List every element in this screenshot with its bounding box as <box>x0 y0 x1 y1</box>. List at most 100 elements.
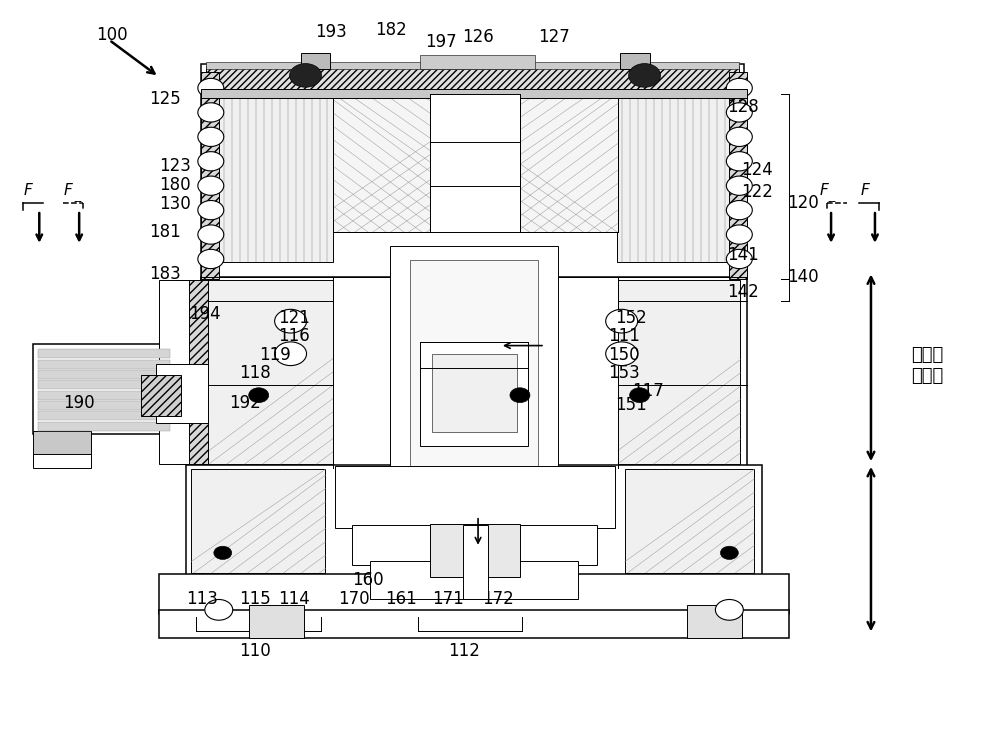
Circle shape <box>726 225 752 244</box>
Text: 193: 193 <box>316 24 347 42</box>
Bar <box>249 605 304 638</box>
Circle shape <box>715 600 743 620</box>
Bar <box>370 561 578 600</box>
Bar <box>38 412 170 421</box>
Text: F: F <box>861 183 870 198</box>
Text: 118: 118 <box>239 364 270 382</box>
Text: 123: 123 <box>159 157 191 175</box>
Text: 192: 192 <box>229 394 261 412</box>
Text: F: F <box>63 183 72 198</box>
Bar <box>33 455 91 468</box>
Text: 121: 121 <box>279 309 310 327</box>
Circle shape <box>198 152 224 171</box>
Text: 190: 190 <box>63 394 95 412</box>
Text: 112: 112 <box>448 642 480 661</box>
Text: 119: 119 <box>259 346 290 364</box>
Bar <box>38 380 170 389</box>
Text: 180: 180 <box>159 176 191 194</box>
Bar <box>206 66 739 94</box>
Text: 172: 172 <box>482 591 514 609</box>
Text: --: -- <box>827 195 836 208</box>
Circle shape <box>290 64 321 87</box>
Circle shape <box>606 309 638 333</box>
Circle shape <box>198 201 224 220</box>
Text: 130: 130 <box>159 195 191 213</box>
Bar <box>38 370 170 379</box>
Bar <box>420 342 528 446</box>
Circle shape <box>214 546 232 559</box>
Text: --: -- <box>73 195 82 208</box>
Text: 124: 124 <box>741 161 773 179</box>
Bar <box>33 431 91 459</box>
Bar <box>333 94 618 233</box>
Bar <box>620 53 650 70</box>
Circle shape <box>198 176 224 195</box>
Text: 126: 126 <box>462 28 494 46</box>
Bar <box>432 354 517 432</box>
Text: 120: 120 <box>787 194 819 212</box>
Bar <box>201 276 747 468</box>
Text: 125: 125 <box>149 90 181 108</box>
Circle shape <box>726 103 752 122</box>
Bar <box>201 88 747 97</box>
Text: F: F <box>819 183 828 198</box>
Bar <box>390 246 558 497</box>
Circle shape <box>198 225 224 244</box>
Text: 127: 127 <box>538 28 570 46</box>
Text: 151: 151 <box>615 396 646 414</box>
Bar <box>430 94 520 233</box>
Bar <box>687 605 742 638</box>
Bar <box>159 280 189 464</box>
Bar <box>617 95 731 262</box>
Text: 113: 113 <box>186 591 218 609</box>
Text: 114: 114 <box>279 591 310 609</box>
Bar <box>410 261 538 482</box>
Bar <box>618 280 740 464</box>
Circle shape <box>275 309 307 333</box>
Bar <box>420 55 535 70</box>
Bar <box>335 466 615 528</box>
Circle shape <box>630 388 650 403</box>
Circle shape <box>726 176 752 195</box>
Circle shape <box>629 64 661 87</box>
Text: 194: 194 <box>189 305 220 322</box>
Bar <box>156 364 208 424</box>
Text: 100: 100 <box>96 26 128 44</box>
Text: 152: 152 <box>615 309 646 327</box>
Text: 161: 161 <box>385 591 417 609</box>
Text: 141: 141 <box>727 245 759 264</box>
Bar <box>201 72 219 279</box>
Text: 150: 150 <box>608 346 639 364</box>
Bar <box>38 391 170 400</box>
Bar <box>186 465 762 577</box>
Text: 142: 142 <box>727 282 759 301</box>
Bar <box>206 280 333 464</box>
Text: 181: 181 <box>149 224 181 241</box>
Circle shape <box>726 201 752 220</box>
Bar <box>38 401 170 410</box>
Text: 197: 197 <box>425 33 457 51</box>
Text: 117: 117 <box>632 382 663 400</box>
Circle shape <box>726 152 752 171</box>
Circle shape <box>726 250 752 269</box>
Text: 171: 171 <box>432 591 464 609</box>
Circle shape <box>726 78 752 97</box>
Text: 116: 116 <box>279 327 310 345</box>
Bar <box>38 349 170 358</box>
Bar <box>38 360 170 369</box>
Bar <box>159 574 789 614</box>
Circle shape <box>720 546 738 559</box>
Circle shape <box>198 103 224 122</box>
Bar <box>352 525 597 565</box>
Circle shape <box>198 250 224 269</box>
Circle shape <box>198 127 224 146</box>
Text: 170: 170 <box>338 591 370 609</box>
Bar <box>38 422 170 431</box>
Text: 140: 140 <box>787 267 819 286</box>
Circle shape <box>606 342 638 366</box>
Circle shape <box>275 342 307 366</box>
Text: 182: 182 <box>375 21 407 39</box>
Bar <box>625 470 754 573</box>
Text: 115: 115 <box>239 591 270 609</box>
Bar <box>430 524 520 577</box>
